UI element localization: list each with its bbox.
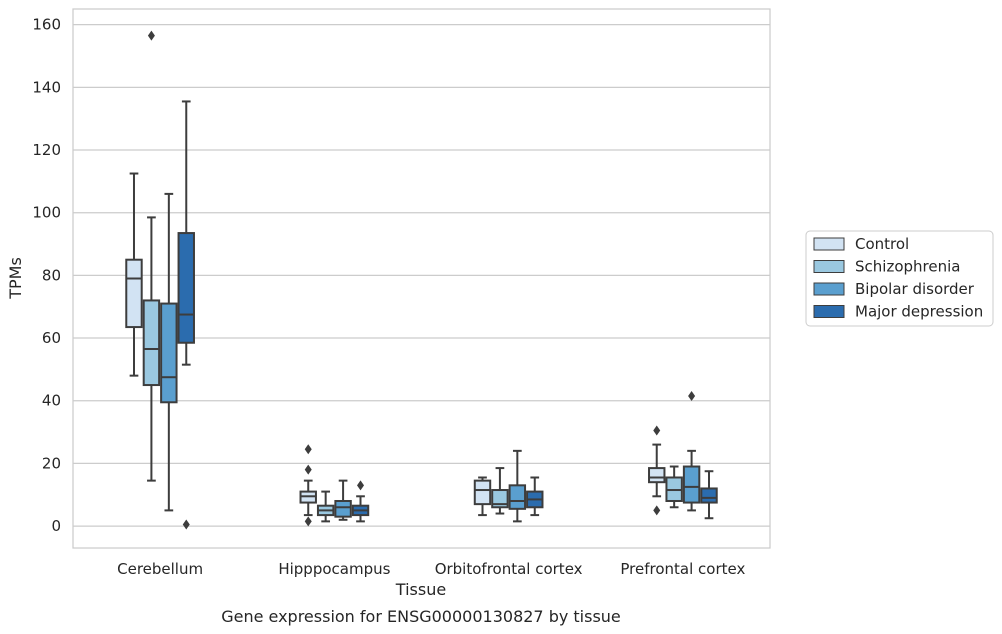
x-tick-label: Hipppocampus: [278, 560, 390, 578]
legend-swatch: [813, 305, 845, 318]
y-axis-label: TPMs: [6, 257, 25, 300]
box-iqr: [125, 258, 143, 329]
box-iqr: [334, 499, 352, 518]
x-tick-label: Cerebellum: [117, 560, 203, 578]
box-group: [142, 30, 161, 482]
box-group: [508, 449, 527, 523]
box-iqr: [491, 489, 509, 509]
legend: Control Schizophrenia Bipolar disorder Majo…: [805, 230, 994, 327]
outlier-point: [304, 444, 312, 455]
box-group: [682, 391, 701, 512]
y-tick-label: 140: [32, 78, 61, 96]
box-group: [665, 465, 683, 509]
outlier-point: [357, 480, 365, 491]
box-plot-series: [125, 30, 718, 530]
legend-label: Major depression: [855, 303, 983, 321]
box-group: [177, 100, 195, 530]
legend-swatch: [813, 260, 845, 273]
box-iqr: [700, 487, 718, 504]
y-tick-label: 0: [51, 517, 61, 535]
legend-label: Schizophrenia: [855, 258, 960, 276]
box-iqr: [160, 302, 178, 404]
box-group: [334, 479, 352, 521]
y-tick-label: 80: [42, 266, 61, 284]
box-iqr: [177, 232, 195, 344]
box-group: [316, 490, 335, 523]
outlier-point: [304, 464, 312, 475]
x-tick-label: Prefrontal cortex: [620, 560, 745, 578]
box-group: [491, 467, 509, 515]
outlier-point: [653, 425, 661, 436]
box-group: [700, 470, 718, 520]
plot-frame: [72, 8, 771, 549]
box-group: [125, 172, 143, 377]
box-group: [351, 480, 370, 523]
box-group: [473, 476, 492, 517]
box-iqr: [473, 479, 492, 506]
y-tick-label: 40: [42, 392, 61, 410]
box-iqr: [682, 465, 701, 504]
box-iqr: [142, 299, 161, 387]
x-axis-ticks: Cerebellum Hipppocampus Orbitofrontal cort…: [117, 560, 745, 578]
outlier-point: [688, 391, 696, 402]
x-axis-label: Tissue: [395, 580, 446, 599]
box-group: [299, 444, 317, 527]
chart-caption: Gene expression for ENSG00000130827 by t…: [221, 607, 621, 626]
outlier-point: [653, 505, 661, 516]
box-group: [160, 192, 178, 512]
box-iqr: [508, 484, 527, 510]
legend-swatch: [813, 282, 845, 296]
outlier-point: [304, 516, 312, 527]
outlier-point: [182, 519, 190, 530]
legend-label: Control: [855, 235, 909, 253]
legend-frame: [805, 230, 994, 327]
y-tick-label: 160: [32, 16, 61, 34]
y-tick-label: 120: [32, 141, 61, 159]
legend-label: Bipolar disorder: [855, 280, 975, 298]
y-axis-ticks: 0 20 40 60 80 100 120 140 160: [32, 16, 61, 535]
y-tick-label: 100: [32, 204, 61, 222]
y-tick-label: 20: [42, 454, 61, 472]
box-group: [526, 476, 544, 517]
box-iqr: [648, 467, 666, 484]
y-tick-label: 60: [42, 329, 61, 347]
box-group: [648, 425, 666, 516]
outlier-point: [147, 30, 155, 41]
legend-swatch: [813, 237, 845, 251]
x-tick-label: Orbitofrontal cortex: [435, 560, 583, 578]
